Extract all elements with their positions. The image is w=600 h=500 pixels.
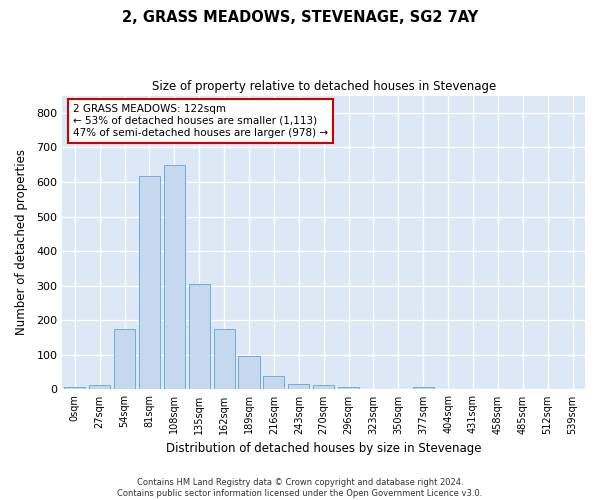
Text: 2 GRASS MEADOWS: 122sqm
← 53% of detached houses are smaller (1,113)
47% of semi: 2 GRASS MEADOWS: 122sqm ← 53% of detache… bbox=[73, 104, 328, 138]
Bar bbox=[214, 329, 235, 390]
Bar bbox=[288, 384, 310, 390]
Bar bbox=[64, 386, 85, 390]
Bar bbox=[164, 164, 185, 390]
Text: 2, GRASS MEADOWS, STEVENAGE, SG2 7AY: 2, GRASS MEADOWS, STEVENAGE, SG2 7AY bbox=[122, 10, 478, 25]
Bar bbox=[188, 284, 210, 390]
Bar bbox=[263, 376, 284, 390]
Text: Contains HM Land Registry data © Crown copyright and database right 2024.
Contai: Contains HM Land Registry data © Crown c… bbox=[118, 478, 482, 498]
Bar bbox=[413, 387, 434, 390]
Bar bbox=[238, 356, 260, 390]
X-axis label: Distribution of detached houses by size in Stevenage: Distribution of detached houses by size … bbox=[166, 442, 481, 455]
Bar bbox=[338, 386, 359, 390]
Bar bbox=[114, 329, 135, 390]
Title: Size of property relative to detached houses in Stevenage: Size of property relative to detached ho… bbox=[152, 80, 496, 93]
Bar bbox=[313, 386, 334, 390]
Y-axis label: Number of detached properties: Number of detached properties bbox=[15, 150, 28, 336]
Bar bbox=[139, 176, 160, 390]
Bar bbox=[89, 385, 110, 390]
